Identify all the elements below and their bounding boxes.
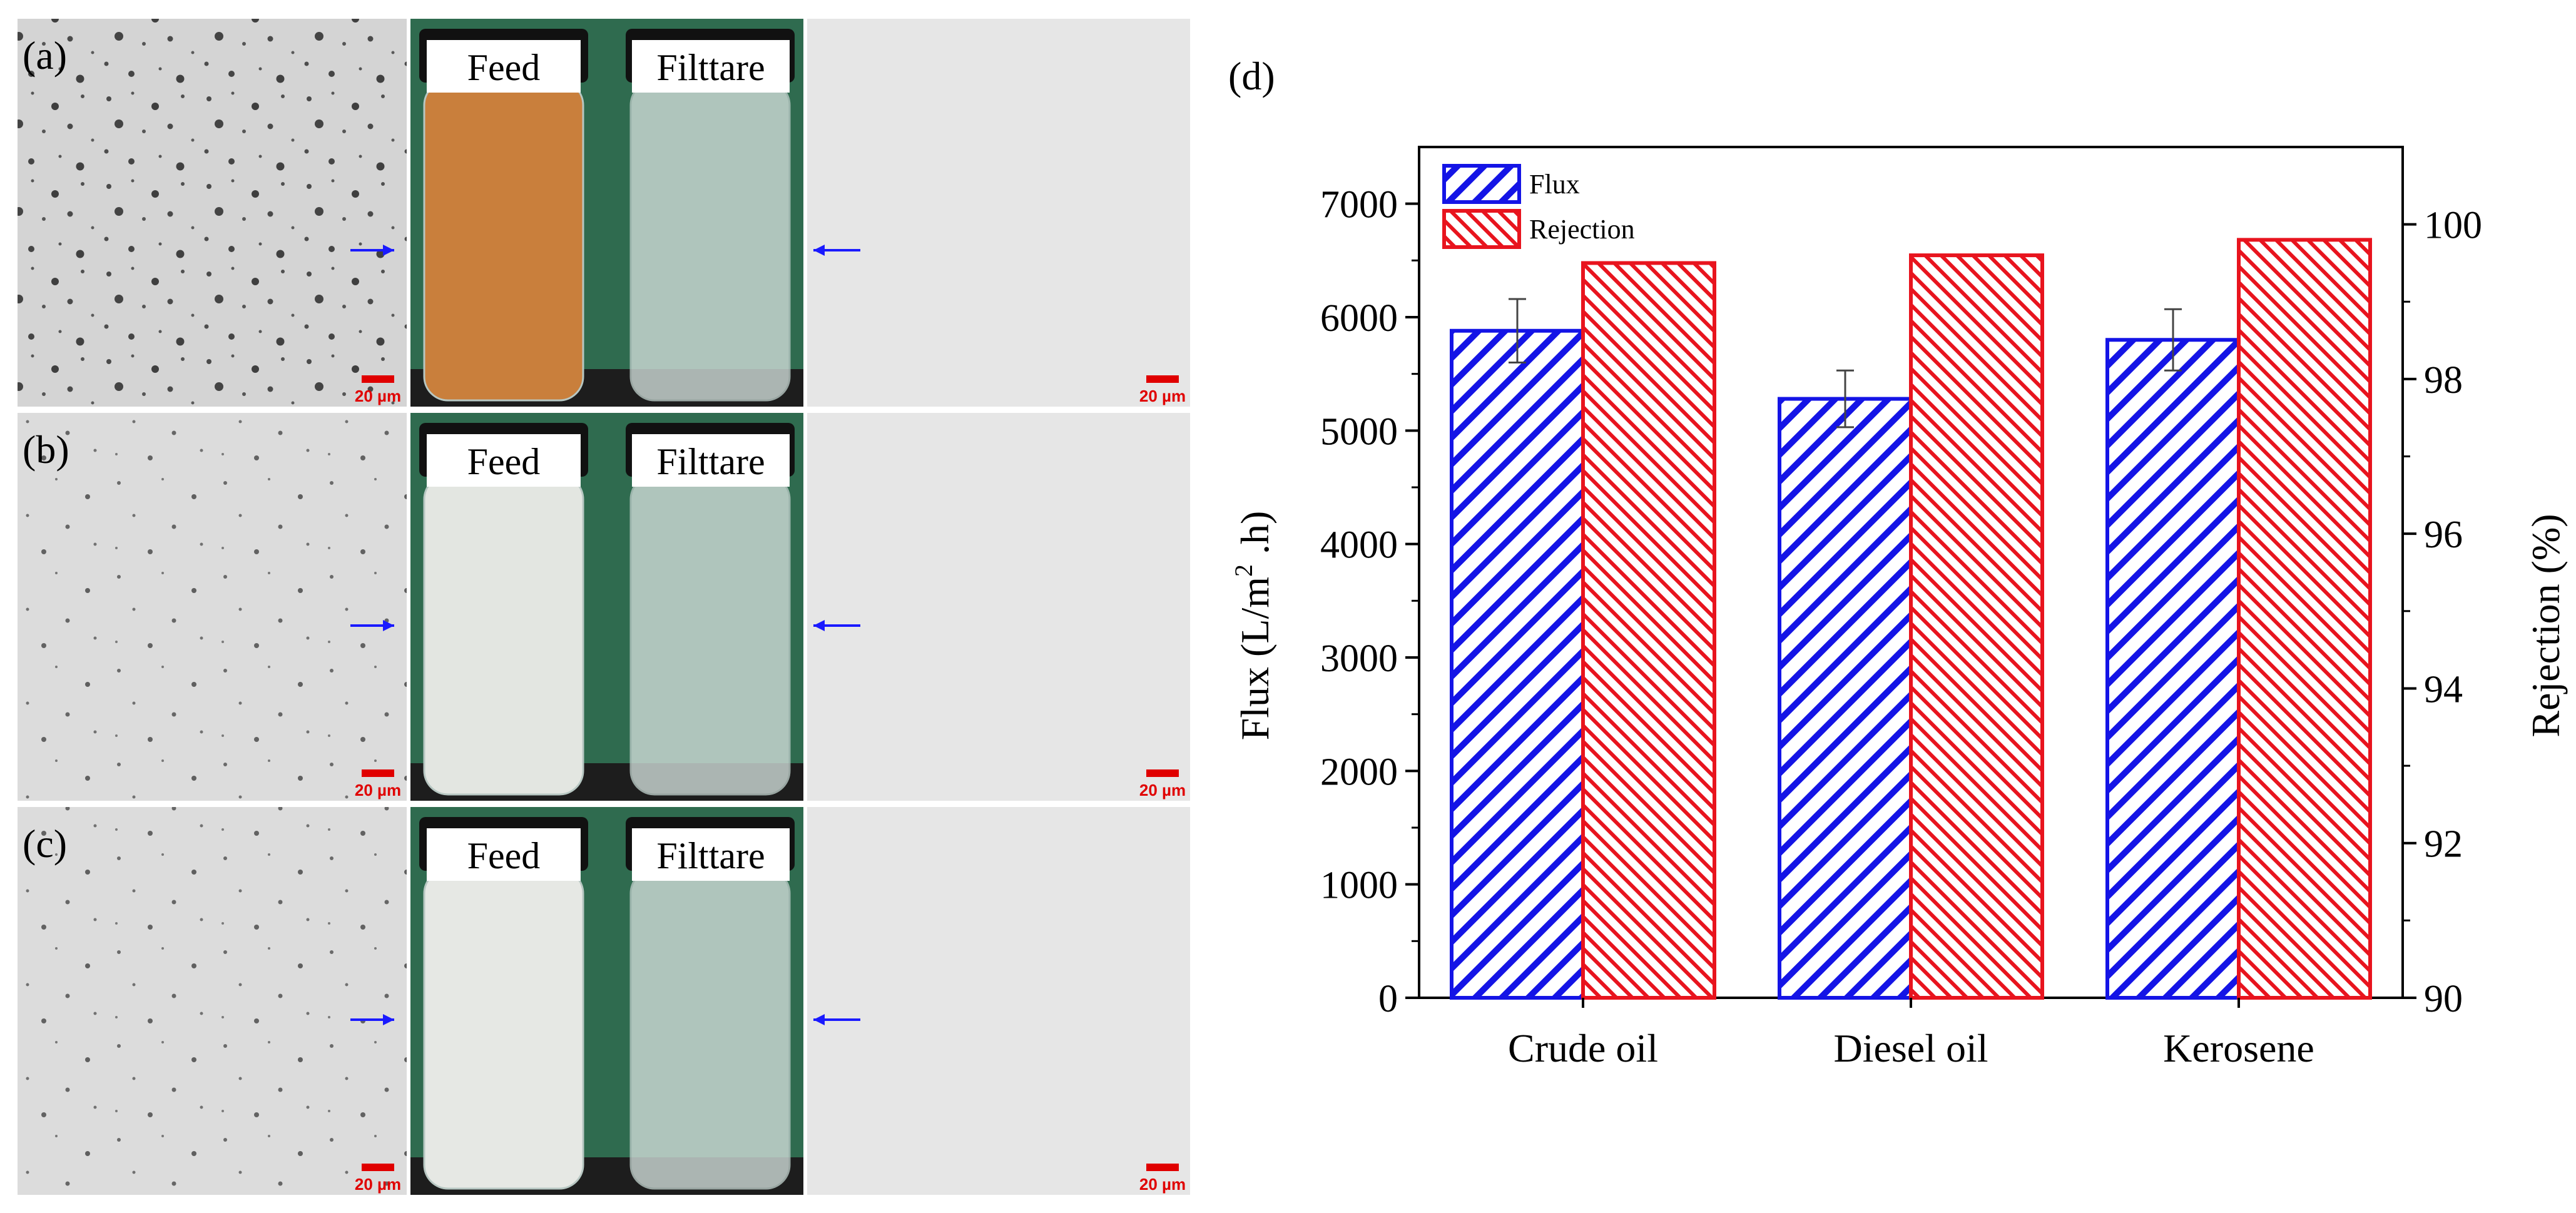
y2-tick-label: 90 bbox=[2424, 978, 2463, 1020]
panel-label: (c) bbox=[23, 821, 67, 866]
y2-tick-label: 96 bbox=[2424, 514, 2463, 556]
chart-d: (d) 0 1000 2000 3000 4000 5000 6000 7000 90 92 94… bbox=[1228, 54, 2568, 1070]
flux-bar bbox=[2105, 338, 2241, 1000]
y-tick-label: 6000 bbox=[1320, 297, 1398, 340]
y-tick-label: 0 bbox=[1378, 978, 1398, 1020]
feed-label: Feed bbox=[467, 441, 541, 482]
left-axis-ticks: 0 1000 2000 3000 4000 5000 6000 7000 bbox=[1320, 184, 1419, 1020]
micrograph-panels: Feed Filttare 20 µm 20 µm (a) Feed Filttare 20 … bbox=[18, 19, 1190, 1195]
y2-axis-title: Rejection (%) bbox=[2523, 514, 2568, 737]
y2-tick-label: 98 bbox=[2424, 359, 2463, 402]
legend-rejection-swatch bbox=[1442, 209, 1521, 249]
x-axis-ticks: Crude oil Diesel oil Kerosene bbox=[1508, 998, 2314, 1070]
filtrate-vial bbox=[629, 80, 791, 402]
legend-flux-swatch bbox=[1442, 164, 1521, 204]
feed-arrow-head bbox=[383, 1014, 394, 1025]
feed-label: Feed bbox=[467, 47, 541, 88]
filtrate-scale-bar-label: 20 µm bbox=[1139, 1175, 1186, 1194]
filtrate-scale-bar-label: 20 µm bbox=[1139, 387, 1186, 405]
panel-row: Feed Filttare 20 µm 20 µm (a) bbox=[18, 19, 1190, 407]
x-tick-label: Diesel oil bbox=[1833, 1026, 1988, 1070]
rejection-bar bbox=[1909, 253, 2044, 1000]
filtrate-arrow-head bbox=[813, 1014, 825, 1025]
panel-label: (b) bbox=[23, 427, 69, 472]
panel-label: (a) bbox=[23, 33, 67, 78]
filtrate-arrow-head bbox=[813, 620, 825, 631]
y2-tick-label: 92 bbox=[2424, 823, 2463, 866]
feed-scale-bar-label: 20 µm bbox=[355, 387, 401, 405]
right-axis-ticks: 90 92 94 96 98 100 bbox=[2403, 205, 2482, 1020]
filtrate-micrograph bbox=[807, 807, 1190, 1195]
x-tick-label: Crude oil bbox=[1508, 1026, 1658, 1070]
y2-tick-label: 94 bbox=[2424, 668, 2463, 711]
y2-tick-label: 100 bbox=[2424, 205, 2482, 247]
feed-scale-bar bbox=[362, 1164, 394, 1171]
feed-vial bbox=[423, 474, 584, 796]
legend-rejection-label: Rejection bbox=[1529, 214, 1635, 245]
flux-bar bbox=[1778, 397, 1913, 1000]
filtrate-label: Filttare bbox=[656, 47, 765, 88]
feed-label: Feed bbox=[467, 835, 541, 876]
filtrate-label: Filttare bbox=[656, 835, 765, 876]
filtrate-micrograph bbox=[807, 413, 1190, 801]
feed-arrow-head bbox=[383, 245, 394, 256]
chart-panel-label: (d) bbox=[1228, 54, 1275, 98]
feed-vial bbox=[423, 80, 584, 402]
filtrate-label: Filttare bbox=[656, 441, 765, 482]
feed-scale-bar-label: 20 µm bbox=[355, 781, 401, 799]
feed-scale-bar-label: 20 µm bbox=[355, 1175, 401, 1194]
flux-bar bbox=[1450, 328, 1585, 1000]
filtrate-micrograph bbox=[807, 19, 1190, 407]
feed-arrow-head bbox=[383, 620, 394, 631]
error-bar-group bbox=[1509, 298, 2182, 429]
filtrate-vial bbox=[629, 868, 791, 1190]
legend-flux-label: Flux bbox=[1529, 169, 1580, 200]
panel-row: Feed Filttare 20 µm 20 µm (b) bbox=[18, 413, 1190, 801]
x-tick-label: Kerosene bbox=[2163, 1026, 2314, 1070]
filtrate-scale-bar bbox=[1146, 769, 1179, 777]
feed-micrograph bbox=[18, 413, 407, 801]
panel-row: Feed Filttare 20 µm 20 µm (c) bbox=[18, 807, 1190, 1195]
bar-group bbox=[1450, 238, 2372, 1000]
filtrate-scale-bar bbox=[1146, 375, 1179, 383]
y-tick-label: 2000 bbox=[1320, 751, 1398, 793]
feed-scale-bar bbox=[362, 375, 394, 383]
feed-scale-bar bbox=[362, 769, 394, 777]
y-tick-label: 7000 bbox=[1320, 184, 1398, 226]
y-axis-title: Flux (L/m2 .h) bbox=[1229, 511, 1277, 741]
feed-micrograph bbox=[18, 807, 407, 1195]
legend: Flux Rejection bbox=[1442, 164, 1635, 249]
y-tick-label: 4000 bbox=[1320, 524, 1398, 567]
feed-micrograph bbox=[18, 19, 407, 407]
rejection-bar bbox=[2237, 238, 2372, 1000]
filtrate-vial bbox=[629, 474, 791, 796]
filtrate-scale-bar-label: 20 µm bbox=[1139, 781, 1186, 799]
rejection-bar bbox=[1581, 261, 1716, 1000]
feed-vial bbox=[423, 868, 584, 1190]
y-tick-label: 5000 bbox=[1320, 410, 1398, 453]
filtrate-arrow-head bbox=[813, 245, 825, 256]
y-tick-label: 3000 bbox=[1320, 637, 1398, 680]
filtrate-scale-bar bbox=[1146, 1164, 1179, 1171]
y-tick-label: 1000 bbox=[1320, 865, 1398, 907]
